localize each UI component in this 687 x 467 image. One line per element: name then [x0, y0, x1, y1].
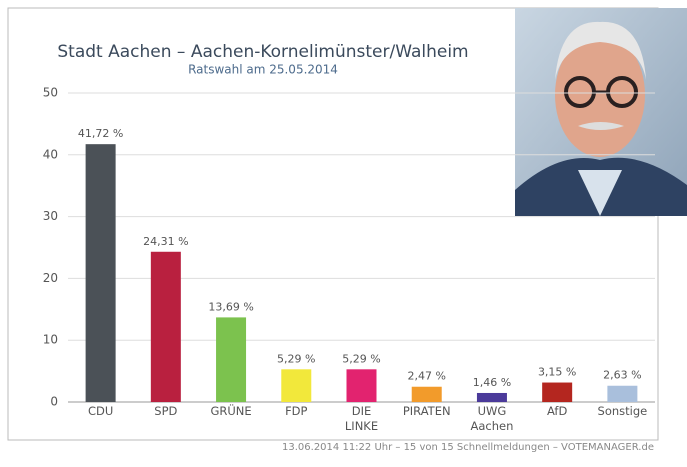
bar	[411, 386, 442, 402]
value-label: 2,47 %	[407, 370, 445, 383]
x-tick-label: SPD	[154, 404, 178, 418]
x-tick-label: DIE LINKE	[344, 404, 379, 433]
x-tick-label: AfD	[546, 404, 568, 418]
x-tick-label: GRÜNE	[210, 404, 252, 418]
y-tick-label: 50	[43, 86, 58, 100]
x-tick-label: FDP	[285, 404, 308, 418]
x-tick-label: PIRATEN	[402, 404, 451, 418]
footer: 13.06.2014 11:22 Uhr – 15 von 15 Schnell…	[282, 442, 654, 453]
x-tick-label: CDU	[87, 404, 114, 418]
y-tick-label: 0	[50, 395, 58, 409]
value-label: 2,63 %	[603, 369, 641, 382]
bar	[476, 392, 507, 402]
y-tick-label: 10	[43, 333, 58, 347]
value-label: 24,31 %	[143, 235, 188, 248]
x-tick-label: UWG Aachen	[470, 404, 514, 433]
value-label: 1,46 %	[473, 376, 511, 389]
chart-subtitle: Ratswahl am 25.05.2014	[188, 63, 338, 77]
photo	[515, 8, 687, 216]
bar	[542, 382, 573, 402]
value-label: 41,72 %	[78, 127, 123, 140]
chart-title: Stadt Aachen – Aachen-Kornelimünster/Wal…	[57, 42, 468, 62]
value-label: 3,15 %	[538, 366, 576, 379]
x-tick-label: Sonstige	[597, 404, 648, 418]
y-tick-label: 20	[43, 271, 58, 285]
value-label: 5,29 %	[342, 352, 380, 365]
bar	[607, 385, 638, 402]
value-label: 5,29 %	[277, 352, 315, 365]
value-label: 13,69 %	[208, 300, 253, 313]
bar	[281, 369, 312, 402]
y-tick-label: 30	[43, 209, 58, 223]
bar	[85, 144, 116, 402]
bar	[346, 369, 377, 402]
bar	[216, 317, 247, 402]
y-tick-label: 40	[43, 147, 58, 161]
bar	[150, 251, 181, 402]
